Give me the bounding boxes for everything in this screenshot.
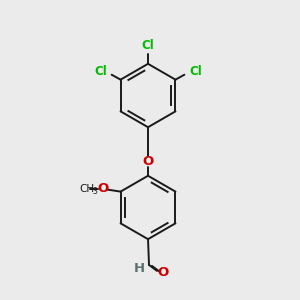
Text: O: O [97,182,108,195]
Text: 3: 3 [92,187,97,196]
Text: CH: CH [79,184,94,194]
Text: Cl: Cl [94,65,107,78]
Text: Cl: Cl [142,40,154,52]
Text: H: H [134,262,145,275]
Text: O: O [157,266,169,279]
Text: Cl: Cl [189,65,202,78]
Text: O: O [142,155,154,168]
